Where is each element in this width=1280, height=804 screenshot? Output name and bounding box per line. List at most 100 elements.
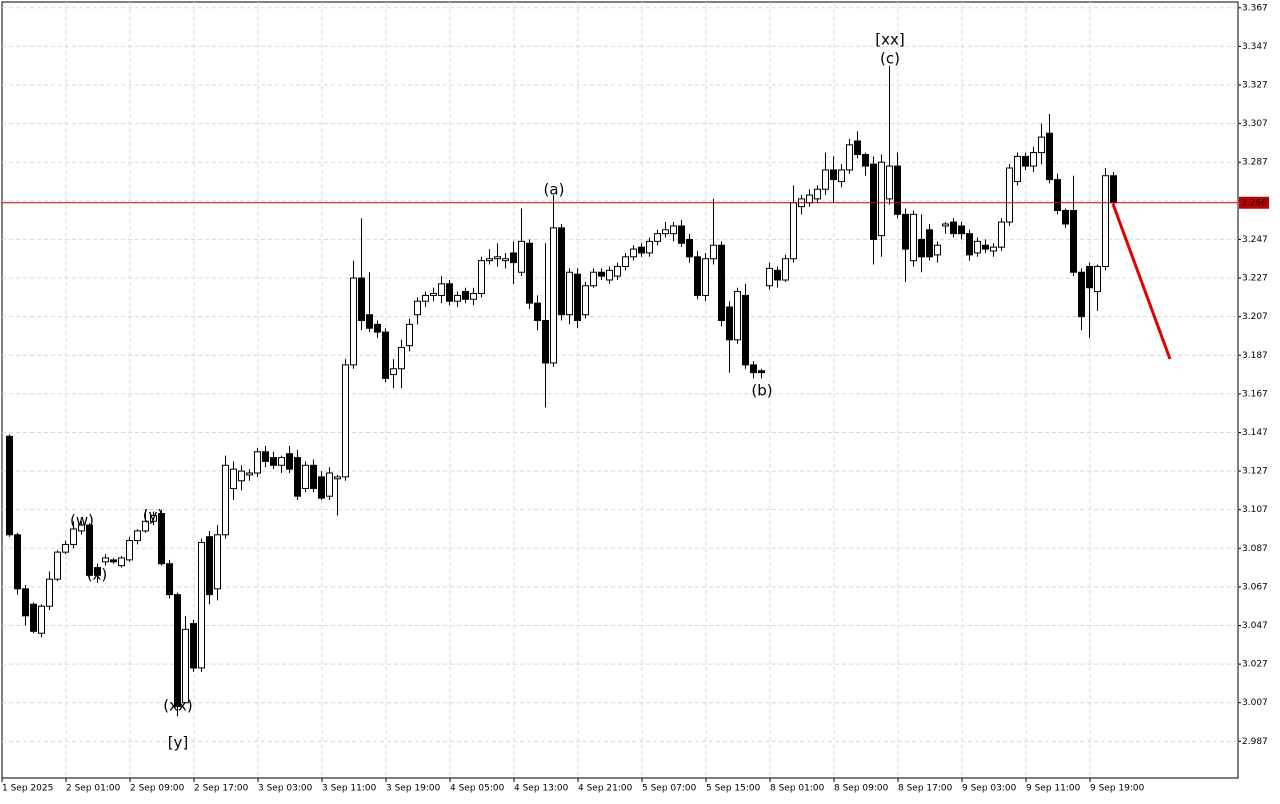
- candle-body: [1094, 265, 1101, 293]
- candle-body: [78, 524, 85, 532]
- x-tick-label: 9 Sep 19:00: [1090, 784, 1145, 794]
- x-tick-label: 1 Sep 2025: [2, 784, 53, 794]
- candle-body: [302, 464, 309, 489]
- candle-body: [670, 225, 677, 235]
- x-tick-label: 3 Sep 11:00: [322, 784, 377, 794]
- y-tick-label: 3.187: [1242, 351, 1268, 361]
- candle-body: [678, 225, 685, 244]
- candle-body: [630, 248, 637, 258]
- candle-body: [550, 227, 557, 364]
- candle-body: [38, 605, 45, 634]
- candle-body: [118, 557, 125, 567]
- candle-body: [1022, 155, 1029, 167]
- y-tick-label: 3.047: [1242, 621, 1268, 631]
- wave-label: (y): [143, 507, 164, 525]
- candle-body: [214, 534, 221, 590]
- candle-body: [294, 457, 301, 497]
- candle-body: [182, 628, 189, 704]
- candle-body: [326, 472, 333, 497]
- candle-body: [558, 227, 565, 316]
- candle-body: [614, 265, 621, 277]
- candle-body: [350, 277, 357, 366]
- y-tick-label: 3.087: [1242, 544, 1268, 554]
- candle-body: [22, 588, 29, 617]
- candle-body: [334, 476, 341, 480]
- candle-body: [318, 476, 325, 499]
- candle-body: [1054, 179, 1061, 211]
- candle-body: [62, 543, 69, 553]
- candle-body: [694, 256, 701, 296]
- y-tick-label: 3.287: [1242, 158, 1268, 168]
- candle-body: [502, 258, 509, 262]
- wave-label: [xx]: [875, 31, 904, 49]
- candle-body: [462, 291, 469, 300]
- candle-body: [398, 347, 405, 370]
- plot-frame: [1, 1, 1239, 779]
- candle-body: [86, 524, 93, 576]
- candle-body: [862, 153, 869, 167]
- candle-body: [966, 233, 973, 256]
- candle-body: [454, 294, 461, 302]
- wave-label: (a): [544, 181, 565, 199]
- candle-body: [574, 273, 581, 322]
- candle-body: [958, 225, 965, 235]
- candle-body: [166, 563, 173, 596]
- candle-body: [366, 314, 373, 329]
- candle-body: [526, 242, 533, 304]
- candle-body: [430, 292, 437, 296]
- y-tick-label: 3.247: [1242, 235, 1268, 245]
- candle-body: [1062, 209, 1069, 225]
- candle-body: [702, 258, 709, 296]
- candle-body: [790, 202, 797, 260]
- x-tick-label: 4 Sep 13:00: [514, 784, 569, 794]
- candle-body: [422, 294, 429, 302]
- candle-body: [1038, 136, 1045, 154]
- candle-body: [566, 271, 573, 316]
- wave-label: [y]: [168, 734, 189, 752]
- y-tick-label: 3.327: [1242, 81, 1268, 91]
- candle-body: [950, 221, 957, 235]
- candle-body: [246, 472, 253, 476]
- x-tick-label: 5 Sep 15:00: [706, 784, 761, 794]
- candle-body: [110, 559, 117, 563]
- candle-body: [190, 623, 197, 669]
- wave-label: (w): [70, 512, 94, 530]
- candle-body: [270, 457, 277, 466]
- candle-body: [358, 277, 365, 322]
- candle-body: [206, 536, 213, 596]
- candle-body: [14, 534, 21, 590]
- candle-body: [438, 283, 445, 296]
- candle-body: [342, 364, 349, 478]
- wave-label: (c): [880, 50, 900, 68]
- candle-body: [734, 291, 741, 341]
- candle-body: [590, 271, 597, 287]
- candle-body: [1006, 167, 1013, 223]
- candle-body: [886, 165, 893, 200]
- x-tick-label: 5 Sep 07:00: [642, 784, 697, 794]
- candle-body: [126, 540, 133, 561]
- x-tick-label: 9 Sep 11:00: [1026, 784, 1081, 794]
- candle-body: [382, 331, 389, 379]
- candle-body: [974, 240, 981, 254]
- candle-body: [998, 221, 1005, 248]
- x-tick-label: 3 Sep 03:00: [258, 784, 313, 794]
- candle-body: [982, 244, 989, 250]
- candle-body: [1070, 209, 1077, 273]
- candle-body: [470, 292, 477, 300]
- candle-body: [310, 464, 317, 489]
- candle-body: [782, 258, 789, 281]
- candle-body: [262, 451, 269, 462]
- candle-body: [6, 435, 13, 536]
- candle-body: [198, 541, 205, 669]
- x-tick-label: 9 Sep 03:00: [962, 784, 1017, 794]
- candle-body: [222, 464, 229, 536]
- candle-body: [406, 323, 413, 347]
- candle-body: [870, 163, 877, 240]
- candle-body: [230, 468, 237, 489]
- current-price-tag: [1239, 196, 1269, 209]
- candle-body: [878, 161, 885, 237]
- candle-body: [70, 528, 77, 545]
- candle-body: [990, 246, 997, 252]
- candle-body: [486, 258, 493, 262]
